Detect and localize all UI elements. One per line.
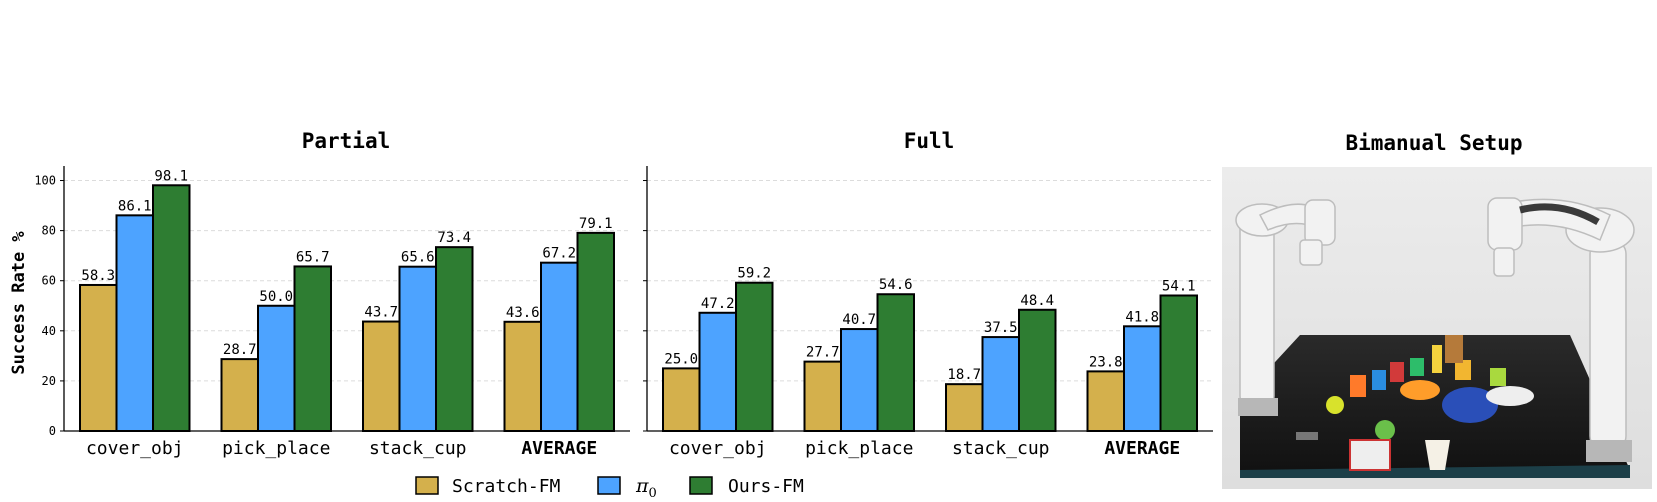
legend-item-pi0: π0 bbox=[597, 475, 657, 501]
data-label-partial-average-scratch-fm: 43.6 bbox=[506, 305, 540, 321]
bar-partial-cover-obj-ours-fm bbox=[152, 184, 191, 432]
data-label-partial-stack-cup-0: 65.6 bbox=[401, 250, 435, 266]
data-label-full-cover-obj-ours-fm: 59.2 bbox=[737, 266, 771, 282]
bar-full-pick-place-0 bbox=[840, 328, 879, 432]
chart-partial-title: Partial bbox=[302, 129, 391, 153]
bar-full-average-scratch-fm bbox=[1086, 370, 1125, 432]
data-label-partial-stack-cup-ours-fm: 73.4 bbox=[437, 230, 471, 246]
data-label-full-cover-obj-scratch-fm: 25.0 bbox=[664, 351, 698, 367]
chart-full: Full 25.0 47.259.2 27.7 40.7 54.6 18.7 37.548.… bbox=[643, 129, 1213, 459]
data-label-partial-average-ours-fm: 79.1 bbox=[579, 216, 613, 232]
legend-item-ours-fm: Ours-FM bbox=[689, 476, 804, 497]
x-tick-label-partial-pick-place: pick_place bbox=[222, 438, 330, 459]
bar-full-stack-cup-0 bbox=[981, 336, 1020, 433]
y-tick-label-20: 20 bbox=[42, 374, 56, 388]
data-label-full-pick-place-scratch-fm: 27.7 bbox=[806, 345, 840, 361]
y-tick-label-100: 100 bbox=[34, 174, 56, 188]
data-label-partial-pick-place-ours-fm: 65.7 bbox=[296, 249, 330, 265]
legend-label-pi0: π0 bbox=[635, 475, 657, 501]
data-label-full-pick-place-ours-fm: 54.6 bbox=[879, 277, 913, 293]
bar-partial-average-scratch-fm bbox=[503, 320, 542, 433]
bar-full-cover-obj-scratch-fm bbox=[662, 367, 701, 432]
data-label-partial-cover-obj-scratch-fm: 58.3 bbox=[81, 268, 115, 284]
data-label-full-stack-cup-scratch-fm: 18.7 bbox=[947, 367, 981, 383]
bar-partial-average-ours-fm bbox=[576, 231, 615, 432]
legend-swatch-ours-fm bbox=[689, 476, 713, 495]
data-label-partial-pick-place-0: 50.0 bbox=[259, 289, 293, 305]
data-label-full-stack-cup-0: 37.5 bbox=[984, 320, 1018, 336]
y-tick-label-40: 40 bbox=[42, 324, 56, 338]
bimanual-setup-title: Bimanual Setup bbox=[1345, 131, 1522, 155]
x-tick-label-full-average: AVERAGE bbox=[1104, 438, 1180, 459]
bimanual-setup-panel: Bimanual Setup bbox=[1222, 131, 1652, 489]
data-label-full-average-scratch-fm: 23.8 bbox=[1089, 354, 1123, 370]
bar-full-stack-cup-ours-fm bbox=[1018, 308, 1057, 433]
y-tick-label-0: 0 bbox=[49, 424, 56, 438]
bar-partial-cover-obj-scratch-fm bbox=[79, 283, 118, 432]
chart-full-title: Full bbox=[904, 129, 955, 153]
data-label-full-average-0: 41.8 bbox=[1125, 309, 1159, 325]
x-tick-label-partial-average: AVERAGE bbox=[521, 438, 597, 459]
bar-full-pick-place-scratch-fm bbox=[803, 360, 842, 433]
data-label-full-cover-obj-0: 47.2 bbox=[701, 296, 735, 312]
legend-item-scratch-fm: Scratch-FM bbox=[415, 476, 561, 497]
y-axis-label: Success Rate % bbox=[9, 231, 29, 375]
legend-swatch-scratch-fm bbox=[415, 476, 439, 495]
bar-partial-stack-cup-scratch-fm bbox=[362, 320, 401, 432]
data-label-full-pick-place-0: 40.7 bbox=[842, 312, 876, 328]
legend: Scratch-FM π0 Ours-FM bbox=[415, 475, 804, 501]
legend-label-scratch-fm: Scratch-FM bbox=[452, 476, 561, 497]
x-tick-label-full-pick-place: pick_place bbox=[805, 438, 913, 459]
data-label-partial-average-0: 67.2 bbox=[542, 246, 576, 262]
legend-swatch-pi0 bbox=[597, 476, 621, 495]
data-label-partial-cover-obj-ours-fm: 98.1 bbox=[154, 168, 188, 184]
x-tick-label-full-cover-obj: cover_obj bbox=[669, 438, 767, 459]
bar-partial-pick-place-0 bbox=[257, 304, 296, 432]
legend-label-ours-fm: Ours-FM bbox=[728, 476, 804, 497]
data-label-partial-stack-cup-scratch-fm: 43.7 bbox=[364, 305, 398, 321]
bar-partial-stack-cup-ours-fm bbox=[435, 246, 474, 432]
y-tick-label-80: 80 bbox=[42, 224, 56, 238]
bar-partial-pick-place-ours-fm bbox=[293, 265, 332, 432]
bar-partial-stack-cup-0 bbox=[398, 265, 437, 432]
x-tick-label-partial-cover-obj: cover_obj bbox=[86, 438, 184, 459]
bar-full-cover-obj-0 bbox=[698, 311, 737, 432]
data-label-partial-cover-obj-0: 86.1 bbox=[118, 198, 152, 214]
data-label-full-stack-cup-ours-fm: 48.4 bbox=[1020, 293, 1054, 309]
x-tick-label-full-stack-cup: stack_cup bbox=[952, 438, 1050, 459]
chart-partial: Partial Success Rate % 58.3 86.198.1 28.7 5… bbox=[9, 129, 630, 459]
bar-full-stack-cup-scratch-fm bbox=[945, 383, 984, 432]
y-tick-label-60: 60 bbox=[42, 274, 56, 288]
bar-full-average-0 bbox=[1123, 325, 1162, 433]
data-label-partial-pick-place-scratch-fm: 28.7 bbox=[223, 342, 257, 358]
bar-full-pick-place-ours-fm bbox=[876, 293, 915, 432]
x-tick-label-partial-stack-cup: stack_cup bbox=[369, 438, 467, 459]
bar-full-cover-obj-ours-fm bbox=[735, 281, 774, 433]
data-label-full-average-ours-fm: 54.1 bbox=[1162, 278, 1196, 294]
bar-partial-pick-place-scratch-fm bbox=[220, 358, 259, 433]
bar-partial-average-0 bbox=[540, 261, 579, 432]
robot-setup-photo bbox=[1222, 167, 1652, 489]
bar-partial-cover-obj-0 bbox=[115, 214, 154, 432]
bar-full-average-ours-fm bbox=[1159, 294, 1198, 432]
